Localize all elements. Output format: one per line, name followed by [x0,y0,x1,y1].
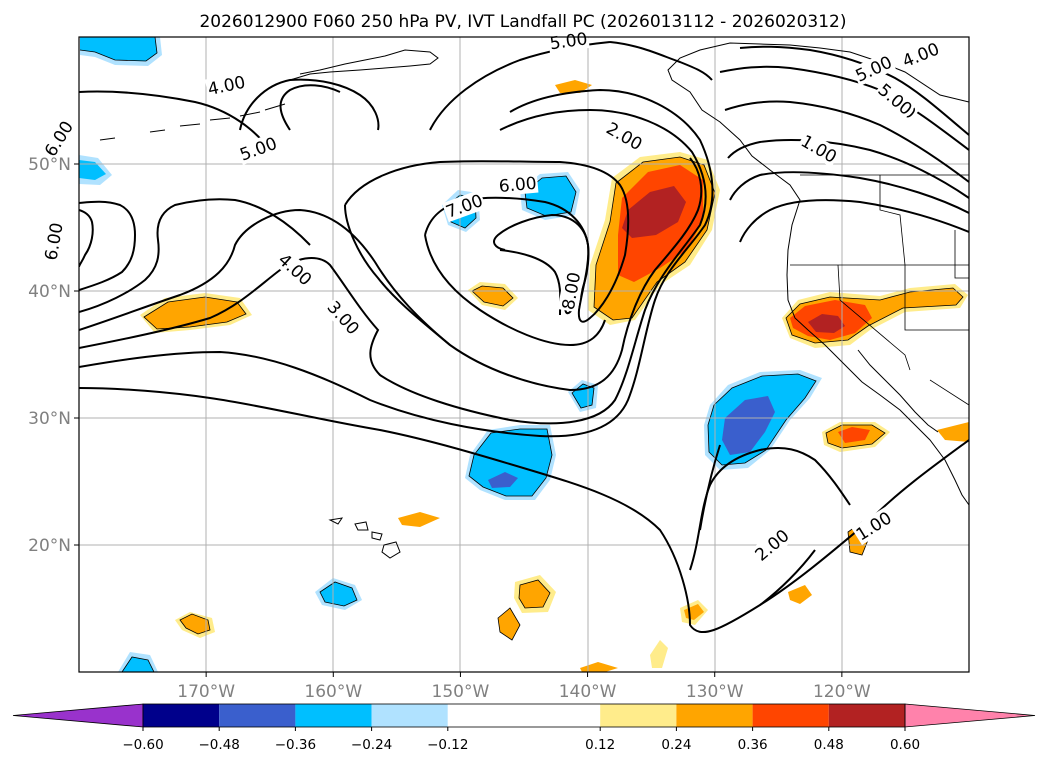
colorbar-swatch [447,704,601,727]
ivt-neg-small-4-core [320,582,357,606]
colorbar-swatch [371,704,448,727]
y-tick-label: 50°N [28,155,71,175]
pv-contour-label-bg [322,296,365,340]
colorbar-tick-label: −0.60 [122,737,163,753]
colorbar-swatch [676,704,753,727]
colorbar-swatch [752,704,829,727]
political-boundaries [790,174,969,406]
ivt-pos-small-13 [650,640,668,668]
coast-aleutians [99,103,286,141]
x-tick-label: 130°W [686,682,744,702]
colorbar-extend-min [12,703,144,728]
pv-contour-label-text: 6.00 [41,221,67,262]
map-frame [78,36,970,673]
colorbar-tick-label: 0.48 [814,737,844,753]
pv-contour-label-bg [796,130,842,168]
colorbar-tick-label: 0.12 [585,737,615,753]
map-area: 5.004.005.006.005.004.006.002.001.005.00… [39,28,970,673]
ivt-neg-patch-w-core [79,160,106,180]
y-tick-label: 30°N [28,409,71,429]
pv-contour-label: 6.00 [496,172,539,197]
pv-contour-label-bg [547,28,590,54]
ivt-pos-ne-pacific-core [622,186,686,238]
coastlines [99,42,969,559]
coast-hawaii-2 [354,521,369,531]
colorbar-swatch [219,704,296,727]
colorbar-tick-label: −0.24 [351,737,392,753]
ivt-neg-small-5-core [122,657,154,672]
x-tick-label: 160°W [304,682,362,702]
gridlines [79,37,969,672]
pv-contour-labels: 5.004.005.006.005.004.006.002.001.005.00… [39,28,943,566]
ivt-pos-small-7-core [519,580,550,608]
ivt-pos-small-11 [788,585,812,604]
colorbar-swatch [600,704,677,727]
ivt-neg-patch-nw-core [80,37,157,61]
x-tick-label: 120°W [813,682,871,702]
y-tick-label: 20°N [28,536,71,556]
pv-contour-label-bg [204,71,249,100]
map-background [79,37,969,672]
x-tick-label: 170°W [177,682,235,702]
ivt-pos-small-6 [398,512,440,527]
ivt-pos-small-2 [555,80,592,93]
colorbar-ticks: −0.60 −0.48 −0.36 −0.24 −0.12 0.12 0.24 0.36 0.4… [122,727,920,753]
ivt-pos-california-core [808,314,845,333]
coast-hawaii-3 [371,531,383,541]
pv-contour-label-bg [851,51,896,87]
ivt-pos-small-4 [937,422,969,442]
pv-contour-label: 5.00 [547,28,590,54]
pv-contour-label-text: 6.00 [498,174,537,197]
pv-contour-label-bg [40,220,67,263]
ivt-neg-subtropical-e-core [722,396,775,455]
ivt-pos-small-9-core [180,614,210,634]
pv-contour-label-bg [39,116,78,161]
colorbar-tick-label: 0.24 [661,737,691,753]
pv-contour-label-bg [898,38,943,72]
coast-hawaii-1 [328,517,344,525]
pv-contour-label: 6.00 [40,220,68,263]
colorbar: −0.60 −0.48 −0.36 −0.24 −0.12 0.12 0.24 0.36 0.4… [12,703,1036,753]
colorbar-tick-label: −0.36 [275,737,316,753]
pv-contour-label-bg [873,78,918,120]
x-tick-label: 150°W [432,682,490,702]
coast-hawaii-4 [381,541,401,559]
colorbar-extend-max [904,703,1036,728]
ivt-pos-dateline-orange [144,297,246,329]
colorbar-swatch [295,704,372,727]
ivt-neg-subtropical-w-core [488,472,518,488]
colorbar-tick-label: −0.48 [199,737,240,753]
colorbar-swatch [828,704,905,727]
colorbar-swatch [143,704,220,727]
pv-contour-label-bg [557,269,585,313]
y-axis-ticks: 20°N 30°N 40°N 50°N [28,155,79,556]
y-tick-label: 40°N [28,282,71,302]
coast-alaska [289,49,439,81]
ivt-pos-small-3-core [838,427,870,443]
colorbar-frame [142,703,906,728]
x-axis-ticks: 170°W 160°W 150°W 140°W 130°W 120°W [177,672,871,702]
pv-contour-label-bg [750,524,794,566]
pv-contour-label-bg [236,132,281,165]
colorbar-tick-label: 0.36 [738,737,768,753]
colorbar-swatches [12,703,1036,728]
pv-contour-label-bg [851,506,896,546]
pv-contour-label-bg [496,172,539,197]
pv-contour-label-bg [602,117,647,155]
x-tick-label: 140°W [559,682,617,702]
pv-contour-label-bg [273,248,317,291]
chart-title: 2026012900 F060 250 hPa PV, IVT Landfall… [199,12,846,32]
ivt-pos-small-12 [580,662,618,672]
pv-contour-label-bg [442,189,487,223]
colorbar-tick-label: 0.60 [890,737,920,753]
coast-north-america [667,42,969,506]
colorbar-tick-label: −0.12 [427,737,468,753]
coast-baja [857,349,939,433]
